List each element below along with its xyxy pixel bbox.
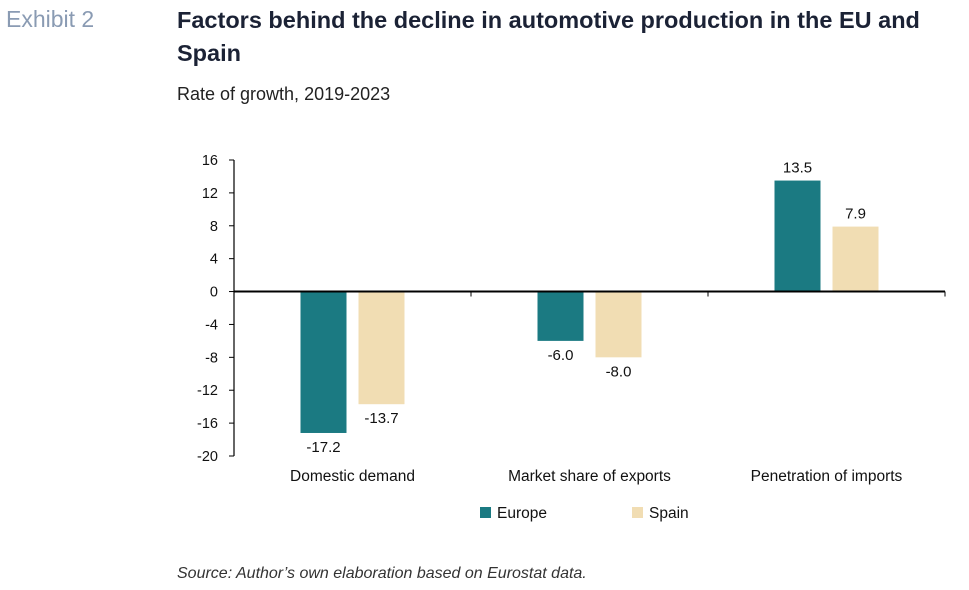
bar-europe-1 [300,291,347,433]
exhibit-label: Exhibit 2 [6,6,95,32]
category-label: Market share of exports [508,468,671,485]
legend-swatch-europe [480,507,491,518]
legend-swatch-spain [632,507,643,518]
data-label: -8.0 [606,363,632,380]
y-tick-label: -4 [205,317,218,333]
y-tick-label: -12 [197,383,218,399]
y-tick-label: -20 [197,449,218,465]
data-label: 7.9 [845,206,866,223]
bar-chart: 16 12 8 4 0 -4 -8 -12 -16 -20 -17.2 -13.7 Domestic d… [197,153,946,522]
y-tick-label: -8 [205,350,218,366]
source-note: Source: Author’s own elaboration based o… [177,565,587,582]
chart-subtitle: Rate of growth, 2019-2023 [177,84,391,104]
y-tick-label: 0 [210,285,218,301]
data-label: -13.7 [364,410,398,427]
y-tick-label: 4 [210,252,218,268]
data-label: -17.2 [306,439,340,456]
category-label: Domestic demand [290,468,415,485]
data-label: -6.0 [548,347,574,364]
bar-europe-2 [537,291,584,341]
category-label: Penetration of imports [751,468,903,485]
legend-label-spain: Spain [649,505,689,522]
bar-europe-3 [774,180,821,292]
y-tick-label: 16 [202,153,218,169]
legend-label-europe: Europe [497,505,547,522]
y-tick-label: 12 [202,186,218,202]
data-label: 13.5 [783,160,812,177]
y-tick-label: -16 [197,416,218,432]
bar-spain-1 [358,291,405,405]
bar-spain-3 [832,226,879,292]
bar-spain-2 [595,291,642,358]
y-tick-label: 8 [210,219,218,235]
chart-title: Factors behind the decline in automotive… [177,7,920,66]
